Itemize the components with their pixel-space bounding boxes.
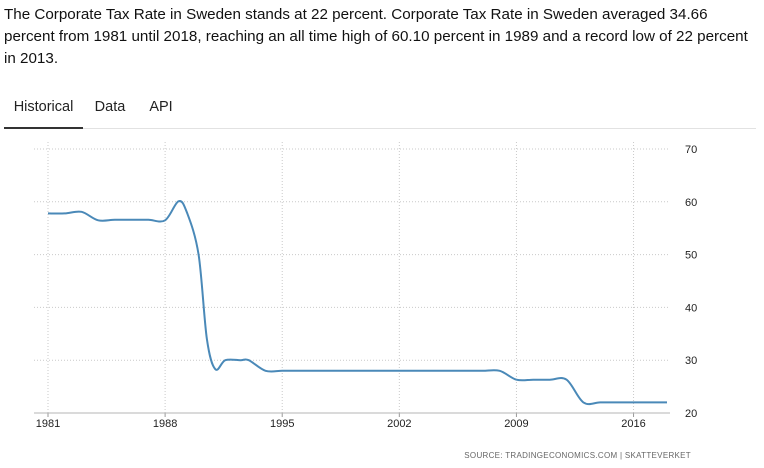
x-tick-label: 2002 xyxy=(387,418,411,430)
y-tick-label: 50 xyxy=(685,250,697,262)
y-tick-label: 40 xyxy=(685,302,697,314)
y-tick-label: 30 xyxy=(685,355,697,367)
x-tick-label: 2009 xyxy=(504,418,528,430)
x-tick-label: 1988 xyxy=(153,418,177,430)
tab-data[interactable]: Data xyxy=(94,99,126,115)
chart-series xyxy=(47,200,667,406)
tab-api[interactable]: API xyxy=(149,99,173,115)
source-attribution: SOURCE: TRADINGECONOMICS.COM | SKATTEVER… xyxy=(464,451,691,460)
intro-paragraph: The Corporate Tax Rate in Sweden stands … xyxy=(4,6,748,67)
x-tick-label: 2016 xyxy=(621,418,645,430)
chart-grid xyxy=(34,142,670,414)
chart-axes: 20 30 40 50 60 70 1981 1988 1995 2002 2009 2016 xyxy=(34,144,697,430)
series-line xyxy=(47,200,667,406)
y-tick-label: 70 xyxy=(685,144,697,156)
tab-historical[interactable]: Historical xyxy=(4,92,83,129)
line-chart: 20 30 40 50 60 70 1981 1988 1995 2002 2009 2016 SOU… xyxy=(34,142,697,460)
y-tick-label: 20 xyxy=(685,408,697,420)
chart-tabs: Historical Data API xyxy=(4,92,756,129)
y-tick-label: 60 xyxy=(685,197,697,209)
x-tick-label: 1995 xyxy=(270,418,294,430)
x-tick-label: 1981 xyxy=(36,418,60,430)
